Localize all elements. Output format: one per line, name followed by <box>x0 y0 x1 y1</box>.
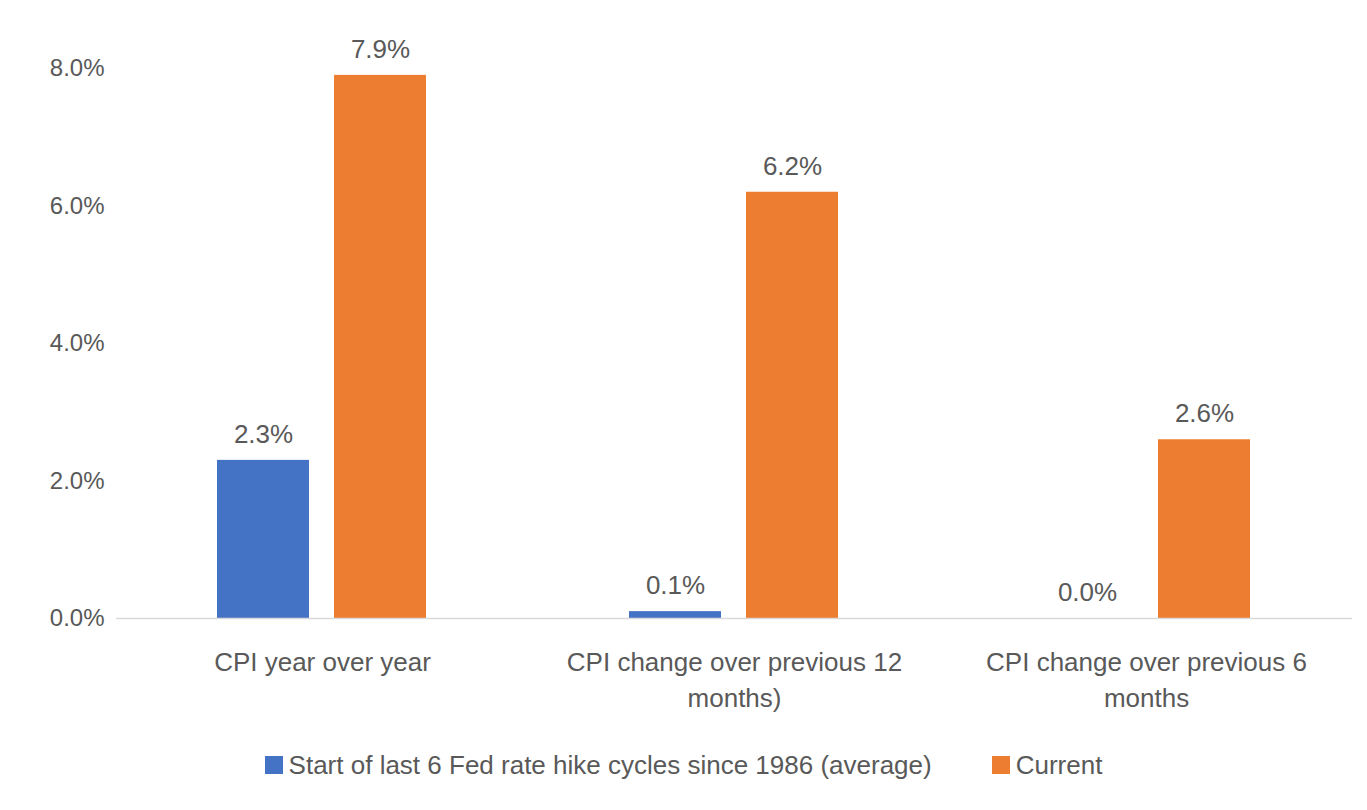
svg-text:0.1%: 0.1% <box>646 570 705 600</box>
svg-text:CPI change over previous 6mont: CPI change over previous 6months <box>986 647 1307 712</box>
svg-text:CPI change over previous 12mon: CPI change over previous 12months) <box>567 647 902 712</box>
svg-text:6.2%: 6.2% <box>763 151 822 181</box>
svg-text:8.0%: 8.0% <box>50 54 105 81</box>
svg-text:7.9%: 7.9% <box>351 34 410 64</box>
svg-text:2.6%: 2.6% <box>1175 398 1234 428</box>
svg-text:CPI year over year: CPI year over year <box>214 647 431 677</box>
svg-text:2.3%: 2.3% <box>234 419 293 449</box>
html-text:Start of last 6 Fed rate hike: Start of last 6 Fed rate hike cycles sin… <box>288 749 932 780</box>
svg-text:0.0%: 0.0% <box>1058 577 1117 607</box>
svg-text:6.0%: 6.0% <box>50 192 105 219</box>
svg-text:2.0%: 2.0% <box>50 467 105 494</box>
html-text:Current: Current <box>1015 749 1103 780</box>
svg-text:4.0%: 4.0% <box>50 329 105 356</box>
svg-text:0.0%: 0.0% <box>50 604 105 631</box>
